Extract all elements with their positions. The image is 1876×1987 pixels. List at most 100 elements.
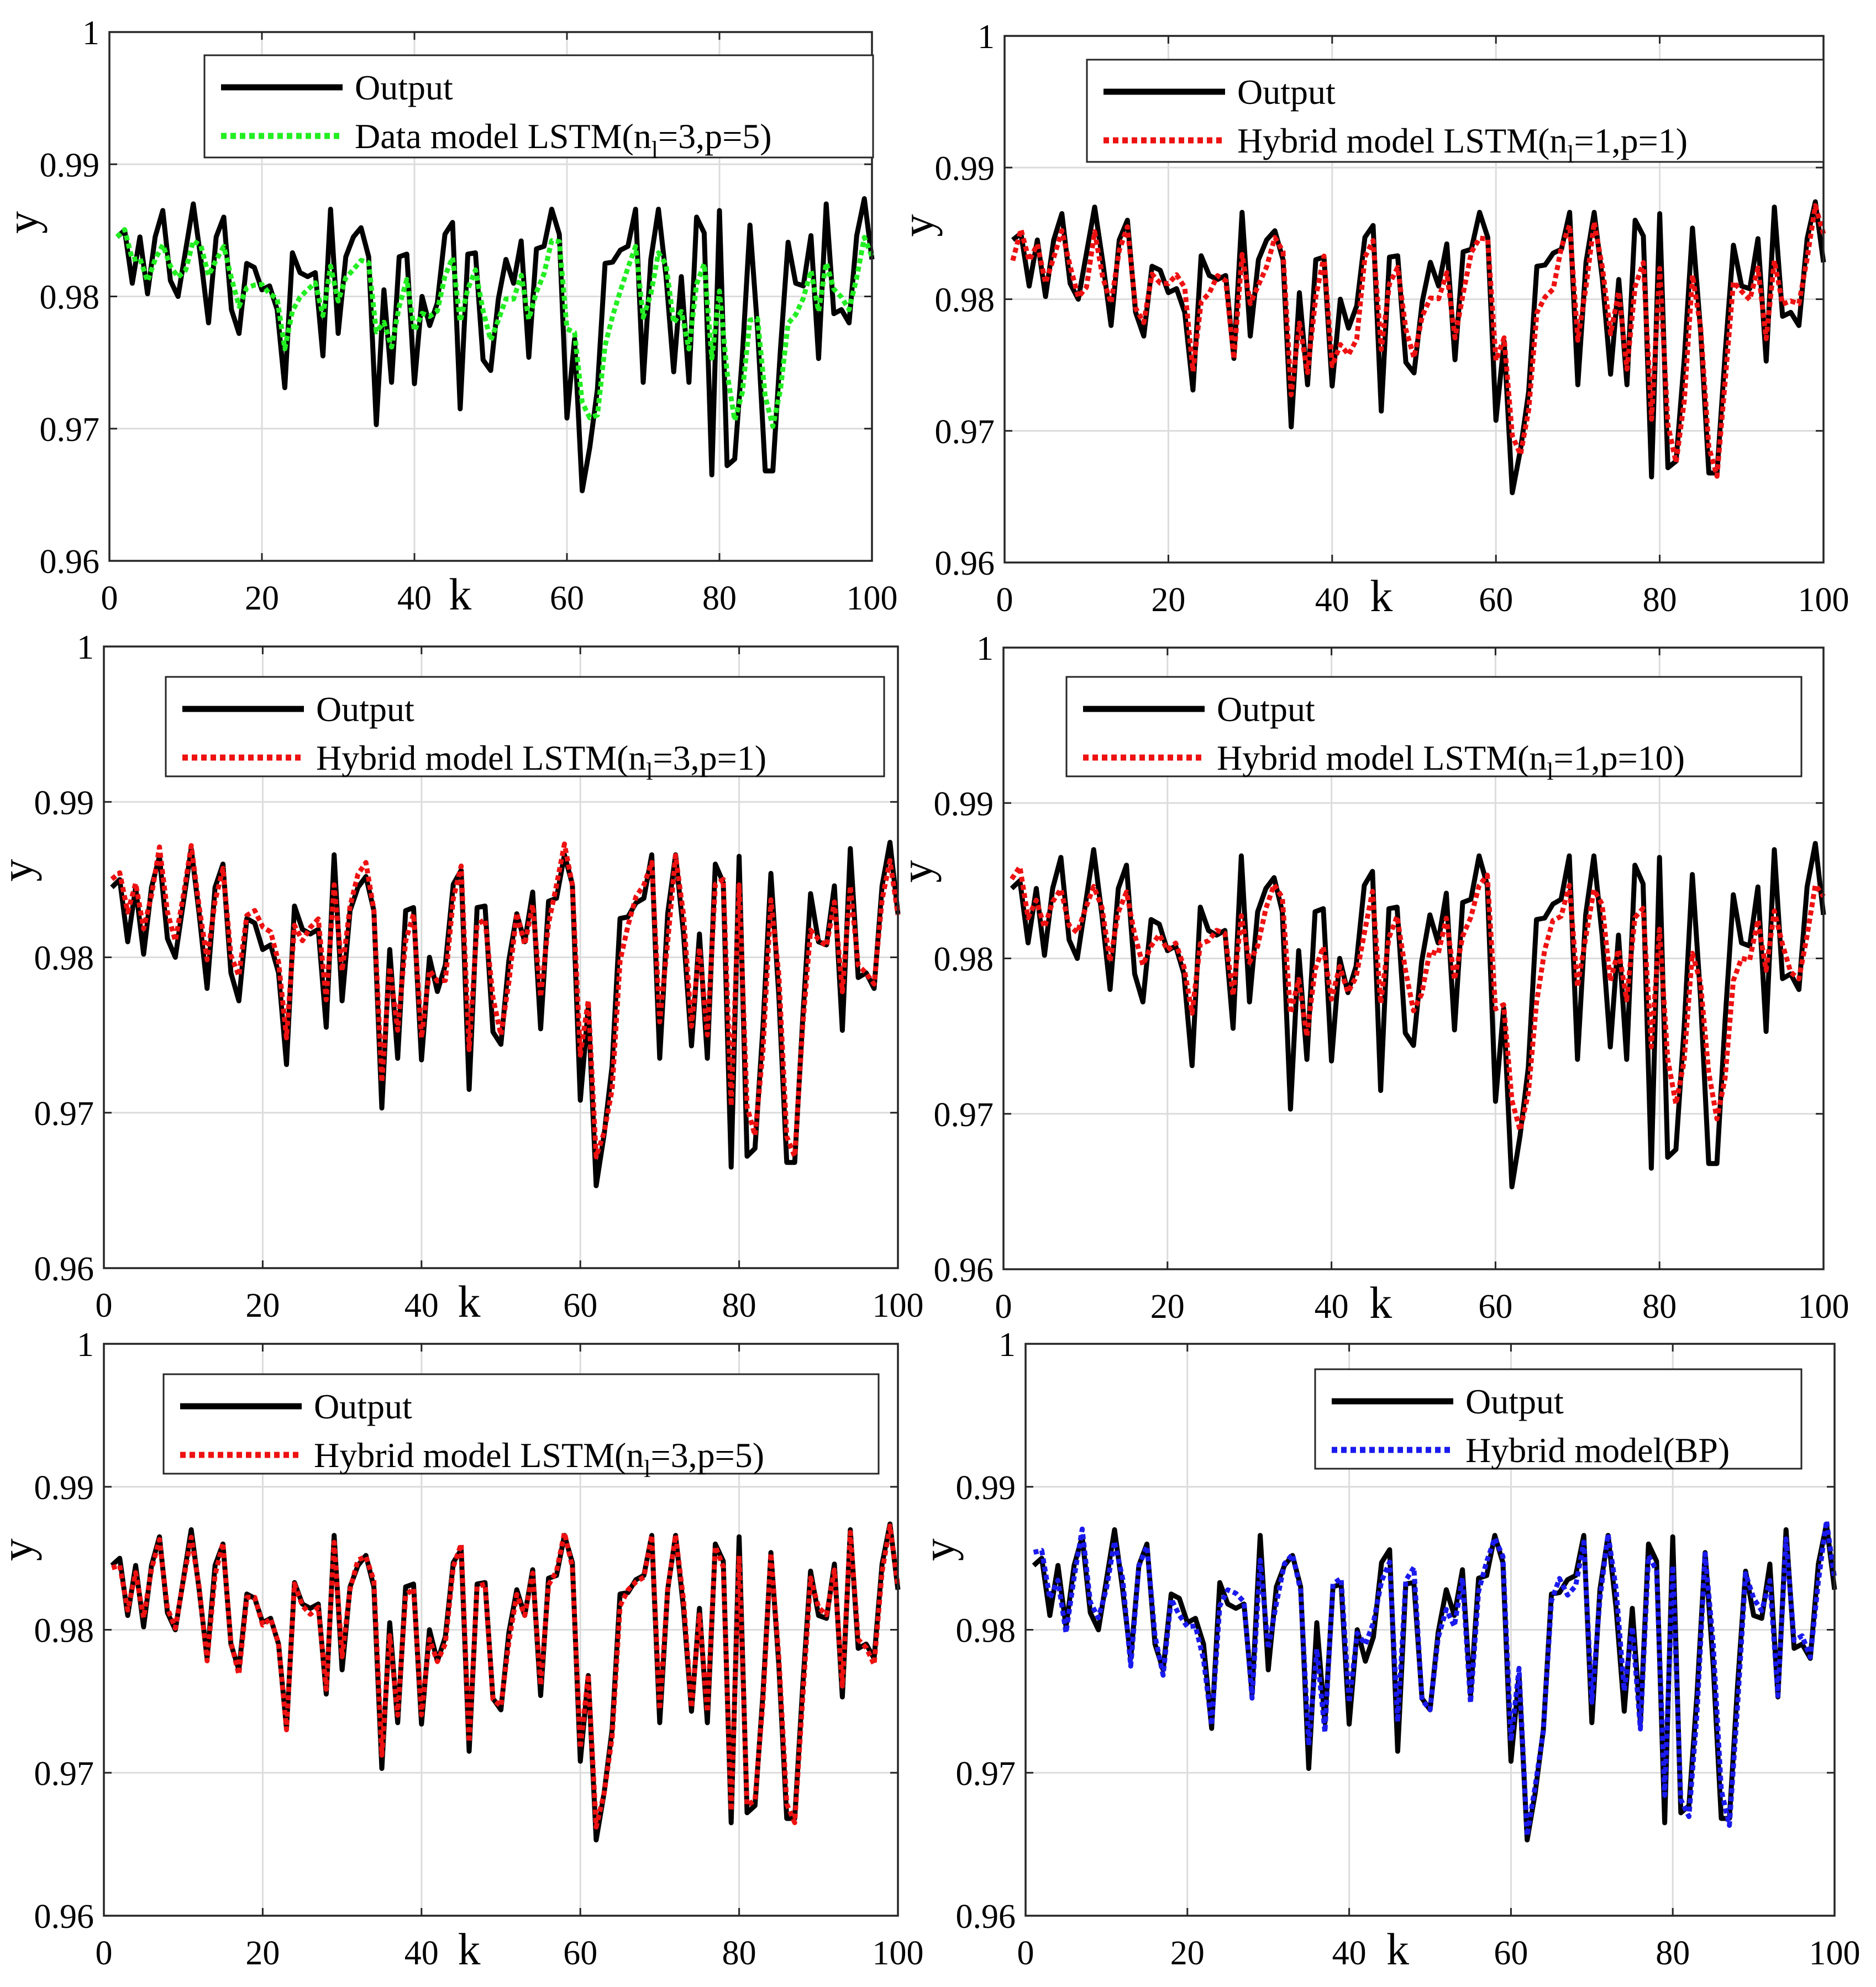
x-axis-label: k (458, 1924, 481, 1974)
legend-box (162, 1373, 880, 1475)
x-tick-label: 20 (1151, 581, 1185, 619)
y-tick-label: 0.96 (935, 545, 995, 582)
y-tick-label: 0.99 (34, 784, 94, 822)
y-axis-label: y (891, 860, 942, 883)
legend-label: Output (1465, 1382, 1564, 1421)
legend-label: Output (1237, 72, 1336, 112)
y-tick-label: 0.98 (34, 940, 94, 977)
x-tick-label: 20 (245, 1287, 280, 1324)
legend: Output Hybrid model(BP) (1314, 1368, 1803, 1470)
x-axis-label: k (1386, 1924, 1409, 1974)
legend: Output Data model LSTM(nl=3,p=5) (203, 54, 874, 164)
x-tick-label: 80 (702, 580, 737, 617)
legend-label: Output (316, 690, 414, 729)
x-tick-label: 80 (1643, 581, 1677, 619)
y-tick-label: 0.96 (34, 1898, 94, 1936)
y-axis-label: y (892, 214, 943, 237)
y-axis-label: y (0, 211, 48, 234)
model-series-line (1010, 203, 1826, 479)
legend-label: Hybrid model LSTM(nl=3,p=1) (316, 738, 766, 785)
x-tick-label: 40 (1332, 1935, 1367, 1972)
y-tick-label: 1 (77, 629, 94, 666)
chart-panel-2: 0 20 40 60 80 100 0.96 0.97 0.98 0.99 1 k y Output Hyb… (892, 18, 1849, 621)
y-tick-label: 0.97 (935, 413, 995, 451)
y-tick-label: 0.99 (40, 146, 100, 184)
legend-box (203, 54, 874, 159)
y-tick-label: 1 (77, 1326, 94, 1364)
x-tick-label: 100 (1798, 581, 1849, 619)
y-tick-label: 0.97 (934, 1096, 994, 1134)
y-tick-label: 0.99 (935, 150, 995, 187)
x-tick-label: 80 (722, 1287, 756, 1324)
x-tick-label: 0 (96, 1935, 113, 1972)
legend-label: Output (355, 68, 453, 107)
legend-label: Data model LSTM(nl=3,p=5) (355, 117, 772, 164)
chart-panel-5: 0 20 40 60 80 100 0.96 0.97 0.98 0.99 1 k y Output Hyb… (0, 1326, 924, 1974)
x-tick-label: 20 (245, 580, 279, 617)
x-tick-label: 60 (1494, 1935, 1528, 1972)
y-tick-label: 0.98 (956, 1612, 1016, 1650)
y-tick-label: 0.96 (34, 1250, 94, 1288)
x-tick-label: 40 (1315, 581, 1349, 619)
x-axis-label: k (1370, 571, 1392, 621)
output-series-line (1032, 1521, 1837, 1843)
y-tick-label: 0.98 (34, 1612, 94, 1650)
chart-panel-1: 0 20 40 60 80 100 0.96 0.97 0.98 0.99 1 k y Output Dat… (0, 14, 898, 619)
model-series-line (110, 841, 901, 1160)
y-tick-label: 0.98 (40, 279, 100, 317)
legend-label: Hybrid model LSTM(nl=1,p=10) (1217, 738, 1685, 785)
legend: Output Hybrid model LSTM(nl=1,p=10) (1065, 676, 1803, 785)
x-tick-label: 20 (1150, 1288, 1185, 1326)
legend-label: Hybrid model LSTM(nl=1,p=1) (1237, 121, 1688, 168)
y-tick-label: 0.97 (956, 1755, 1016, 1792)
x-tick-label: 100 (873, 1287, 924, 1324)
y-axis-label: y (913, 1538, 964, 1561)
x-axis-label: k (458, 1276, 481, 1327)
legend: Output Hybrid model LSTM(nl=1,p=1) (1086, 59, 1825, 168)
legend: Output Hybrid model LSTM(nl=3,p=5) (162, 1373, 880, 1483)
legend-box (165, 676, 885, 777)
y-tick-label: 0.97 (40, 411, 100, 449)
y-tick-label: 0.98 (934, 941, 994, 979)
y-tick-label: 1 (978, 18, 995, 56)
model-series-line (115, 227, 875, 429)
legend-label: Hybrid model(BP) (1465, 1431, 1730, 1470)
x-tick-label: 80 (1656, 1935, 1690, 1972)
x-tick-label: 100 (1798, 1288, 1849, 1326)
x-tick-label: 40 (404, 1935, 439, 1972)
legend-box (1086, 59, 1825, 163)
model-series-line (111, 1523, 901, 1830)
chart-panel-6: 0 20 40 60 80 100 0.96 0.97 0.98 0.99 1 k y Output Hyb… (913, 1326, 1861, 1974)
x-tick-label: 20 (1170, 1935, 1205, 1972)
output-series-line (1010, 840, 1826, 1190)
x-tick-label: 20 (245, 1935, 280, 1972)
legend: Output Hybrid model LSTM(nl=3,p=1) (165, 676, 885, 785)
y-axis-label: y (0, 1538, 42, 1561)
x-tick-label: 40 (397, 580, 432, 617)
y-tick-label: 1 (82, 14, 99, 52)
x-tick-label: 0 (995, 1288, 1012, 1326)
y-tick-label: 0.97 (34, 1095, 94, 1133)
x-tick-label: 60 (1478, 1288, 1512, 1326)
y-axis-label: y (0, 859, 42, 882)
x-tick-label: 80 (722, 1935, 756, 1972)
x-tick-label: 60 (563, 1935, 597, 1972)
legend-label: Output (1217, 690, 1315, 729)
y-tick-label: 0.97 (34, 1755, 94, 1792)
x-axis-label: k (1369, 1278, 1392, 1328)
legend-label: Hybrid model LSTM(nl=3,p=5) (314, 1436, 764, 1483)
x-tick-label: 0 (996, 581, 1013, 619)
y-tick-label: 0.99 (934, 785, 994, 823)
y-tick-label: 1 (999, 1326, 1016, 1364)
y-tick-label: 0.96 (934, 1252, 994, 1289)
model-series-line (1033, 1518, 1837, 1838)
x-tick-label: 100 (1809, 1935, 1861, 1972)
x-tick-label: 60 (550, 580, 584, 617)
x-tick-label: 80 (1642, 1288, 1677, 1326)
x-tick-label: 60 (563, 1287, 597, 1324)
y-tick-label: 1 (976, 630, 994, 667)
x-axis-label: k (449, 569, 471, 619)
x-tick-label: 60 (1479, 581, 1513, 619)
x-tick-label: 100 (873, 1935, 924, 1972)
